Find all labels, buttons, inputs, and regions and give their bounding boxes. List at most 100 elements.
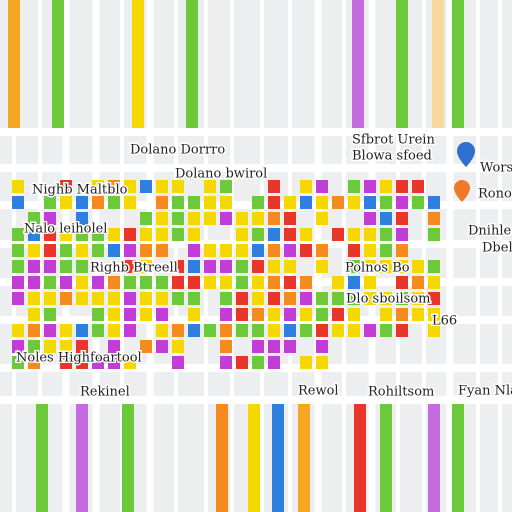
block [108,196,120,209]
block [76,212,88,225]
block [92,228,104,241]
block [412,308,424,321]
block [108,276,120,289]
strip [352,0,364,128]
block [428,324,440,337]
block [28,356,40,369]
color-strips [8,0,464,512]
block [108,356,120,369]
strip [452,0,464,128]
block [428,260,440,273]
block [140,260,152,273]
block [188,228,200,241]
place-label: Rewol [298,384,339,399]
block [380,228,392,241]
block [60,244,72,257]
block [220,356,232,369]
block [380,196,392,209]
block [380,244,392,257]
block [76,324,88,337]
block [172,228,184,241]
strip [122,404,134,512]
block [412,196,424,209]
block [140,228,152,241]
block [188,276,200,289]
strip [452,404,464,512]
block [92,292,104,305]
block [284,196,296,209]
block [156,324,168,337]
block [396,292,408,305]
block [124,276,136,289]
block [172,292,184,305]
block [156,228,168,241]
block [364,180,376,193]
block [204,180,216,193]
block [172,356,184,369]
block [348,228,360,241]
block [364,324,376,337]
block [284,340,296,353]
block [60,228,72,241]
blue-pin [457,142,475,167]
block [124,308,136,321]
block [252,356,264,369]
block [268,292,280,305]
block [252,324,264,337]
block [284,324,296,337]
orange-pin [454,180,470,202]
block [236,228,248,241]
block [236,260,248,273]
block [44,276,56,289]
block [108,292,120,305]
block [284,212,296,225]
block [12,260,24,273]
strip [216,404,228,512]
block [300,244,312,257]
block [140,308,152,321]
block [220,340,232,353]
block [92,356,104,369]
block [364,260,376,273]
block [60,180,72,193]
block [204,276,216,289]
block [364,228,376,241]
block [348,196,360,209]
block [380,180,392,193]
block [252,212,264,225]
block [252,340,264,353]
block [188,292,200,305]
block [220,324,232,337]
block [220,180,232,193]
block [268,180,280,193]
place-label: Nalo leiholel [24,222,107,237]
block [108,308,120,321]
block [220,260,232,273]
block [316,180,328,193]
color-blocks [12,180,440,369]
block [76,356,88,369]
block [28,308,40,321]
block [12,276,24,289]
block [332,308,344,321]
block [332,276,344,289]
block [396,324,408,337]
block [108,180,120,193]
block [316,212,328,225]
place-label: Righb Btreell [90,261,178,276]
block [204,324,216,337]
strip [248,404,260,512]
block [396,196,408,209]
block [76,276,88,289]
block [44,260,56,273]
strip [132,0,144,128]
block [332,324,344,337]
block [300,356,312,369]
strip [428,404,440,512]
block [140,212,152,225]
block [172,276,184,289]
block [60,276,72,289]
block [300,276,312,289]
block [300,180,312,193]
